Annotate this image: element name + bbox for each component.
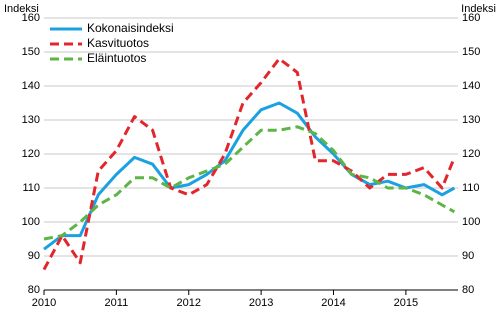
y-tick-label: 160	[22, 12, 40, 24]
x-tick-label: 2013	[249, 297, 273, 309]
x-tick-label: 2011	[105, 297, 129, 309]
series-line	[43, 101, 456, 251]
y-tick-label: 90	[28, 250, 40, 262]
x-tick-label: 2010	[32, 297, 56, 309]
series-line	[42, 57, 456, 271]
y-tick-label: 150	[22, 46, 40, 58]
y2-tick-label: 140	[462, 80, 480, 92]
legend-label: Kasvituotos	[87, 36, 149, 50]
y2-tick-label: 150	[462, 46, 480, 58]
x-tick-label: 2015	[394, 297, 418, 309]
y2-tick-label: 80	[462, 284, 474, 296]
x-tick-label: 2014	[321, 297, 345, 309]
y-tick-label: 80	[28, 284, 40, 296]
y2-tick-label: 120	[462, 148, 480, 160]
y-axis-label: Indeksi	[4, 3, 39, 15]
y-tick-label: 140	[22, 80, 40, 92]
y2-tick-label: 130	[462, 114, 480, 126]
legend-label: Eläintuotos	[87, 51, 146, 65]
series-line	[43, 125, 456, 241]
y-tick-label: 110	[22, 182, 40, 194]
legend-label: Kokonaisindeksi	[87, 21, 174, 35]
y-tick-label: 120	[22, 148, 40, 160]
y2-tick-label: 100	[462, 216, 480, 228]
y-tick-label: 100	[22, 216, 40, 228]
y2-axis-label: Indeksi	[461, 3, 496, 15]
y2-tick-label: 90	[462, 250, 474, 262]
x-tick-label: 2012	[177, 297, 201, 309]
y-tick-label: 130	[22, 114, 40, 126]
y2-tick-label: 160	[462, 12, 480, 24]
y2-tick-label: 110	[462, 182, 480, 194]
